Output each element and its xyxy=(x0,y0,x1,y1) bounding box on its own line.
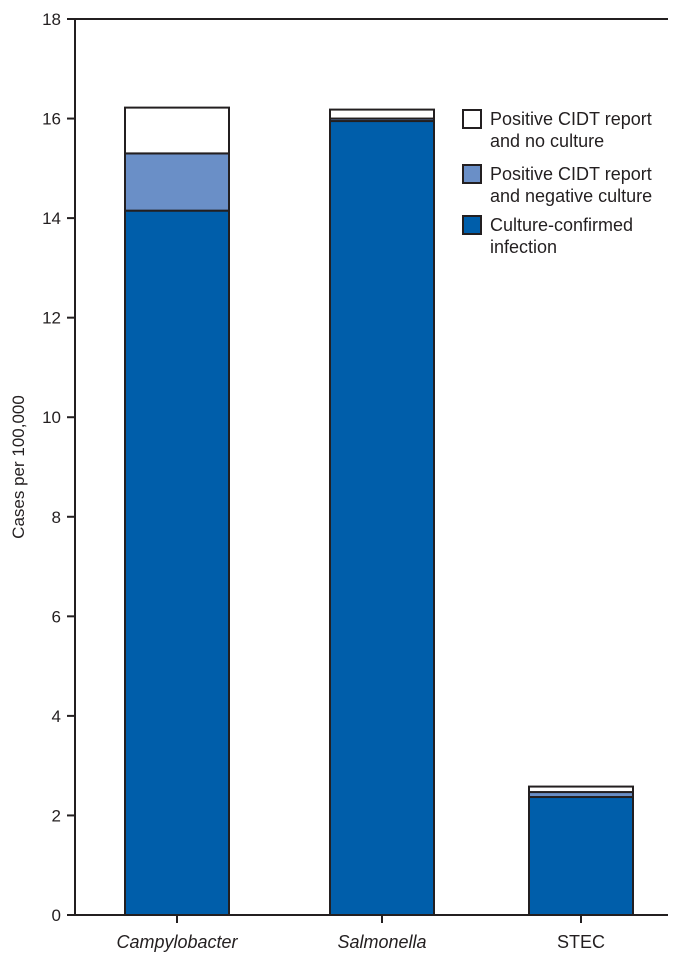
y-tick-label: 4 xyxy=(52,707,61,726)
y-tick-label: 0 xyxy=(52,906,61,925)
bar-segment xyxy=(124,209,230,916)
bars xyxy=(124,106,634,917)
bar-segment xyxy=(124,106,230,155)
y-tick-label: 6 xyxy=(52,607,61,626)
bar-segment xyxy=(329,108,435,120)
bar-segment xyxy=(528,796,634,917)
plot-area: 0 2 4 6 8 10 12 14 16 18 Campylobacter Salmonella S… xyxy=(42,10,668,952)
y-tick-label: 14 xyxy=(42,209,61,228)
y-tick-label: 12 xyxy=(42,309,61,328)
x-axis-ticks: Campylobacter Salmonella STEC xyxy=(116,915,605,952)
legend-swatch xyxy=(462,164,482,184)
legend-label: Culture-confirmed xyxy=(490,215,633,235)
x-tick-label: Campylobacter xyxy=(116,932,238,952)
legend-swatch xyxy=(462,215,482,235)
x-tick-label: STEC xyxy=(557,932,605,952)
bar-segment xyxy=(528,785,634,794)
y-tick-label: 2 xyxy=(52,806,61,825)
legend-swatch xyxy=(462,109,482,129)
y-axis-ticks: 0 2 4 6 8 10 12 14 16 18 xyxy=(42,10,75,925)
x-tick-label: Salmonella xyxy=(337,932,426,952)
legend-label: and no culture xyxy=(490,131,604,151)
y-axis-title: Cases per 100,000 xyxy=(9,395,28,539)
y-tick-label: 10 xyxy=(42,408,61,427)
y-tick-label: 18 xyxy=(42,10,61,29)
y-tick-label: 16 xyxy=(42,110,61,129)
legend-label: Positive CIDT report xyxy=(490,109,652,129)
legend-label: Positive CIDT report xyxy=(490,164,652,184)
legend-label: infection xyxy=(490,237,557,257)
y-tick-label: 8 xyxy=(52,508,61,527)
legend-label: and negative culture xyxy=(490,186,652,206)
bar-segment xyxy=(124,152,230,212)
bar-segment xyxy=(329,120,435,917)
